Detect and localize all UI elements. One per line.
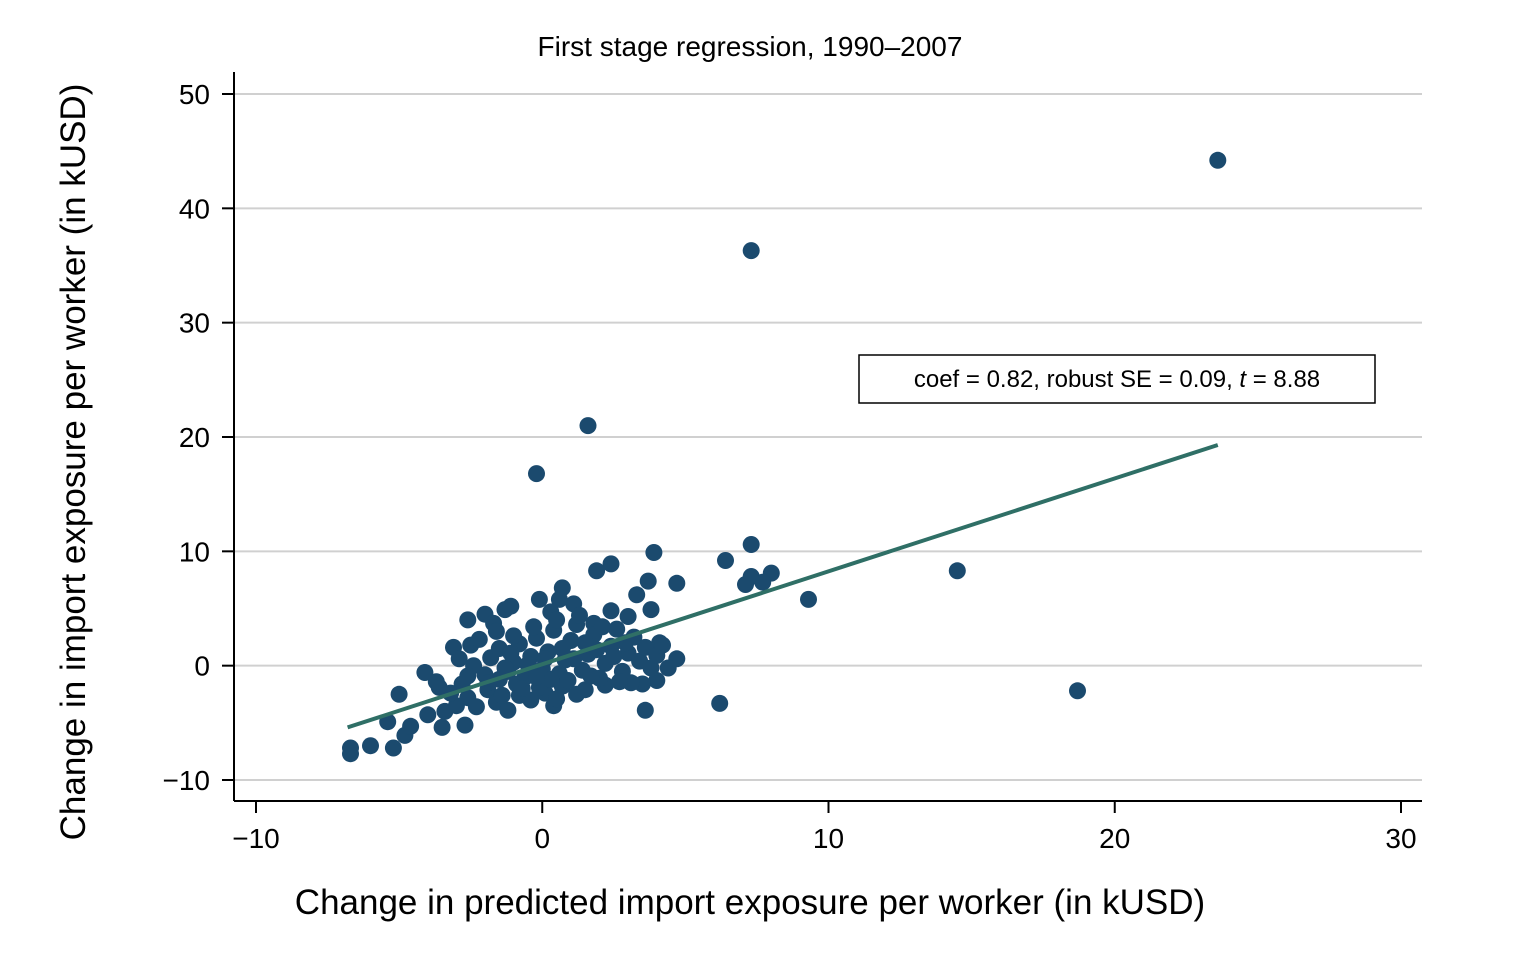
- data-point: [611, 673, 628, 691]
- data-point: [737, 576, 754, 593]
- y-tick-label: −10: [163, 765, 211, 796]
- x-axis-title: Change in predicted import exposure per …: [295, 883, 1205, 922]
- data-point: [505, 627, 523, 645]
- data-point: [582, 667, 600, 685]
- data-point: [513, 680, 531, 697]
- data-point: [416, 664, 434, 681]
- data-point: [605, 648, 623, 665]
- y-tick-label: 20: [179, 422, 210, 453]
- data-point: [668, 574, 686, 592]
- annotation-frame: [858, 354, 1376, 404]
- data-point: [502, 644, 520, 662]
- data-point: [456, 716, 474, 734]
- data-point: [342, 745, 359, 763]
- data-points: [342, 151, 1227, 763]
- data-point: [542, 670, 560, 688]
- data-point: [459, 611, 477, 629]
- fit-line: [346, 443, 1219, 730]
- x-tick-label: −10: [232, 823, 280, 854]
- data-point: [1069, 682, 1086, 700]
- y-tick-label: 40: [179, 193, 210, 224]
- data-point: [602, 602, 620, 620]
- y-tick-label: 50: [179, 79, 210, 110]
- data-point: [402, 717, 420, 735]
- data-point: [502, 597, 520, 615]
- y-tick-label: 10: [179, 536, 210, 567]
- y-tick-label: 30: [179, 308, 210, 339]
- gridlines: [234, 93, 1422, 781]
- data-point: [430, 678, 448, 696]
- data-point: [742, 242, 760, 260]
- data-point: [628, 586, 646, 604]
- data-point: [496, 659, 514, 677]
- data-point: [645, 544, 663, 561]
- data-point: [450, 650, 468, 668]
- data-point: [553, 640, 571, 657]
- x-tick-label: 30: [1385, 823, 1416, 854]
- data-point: [530, 590, 548, 608]
- data-point: [711, 694, 729, 712]
- data-point: [636, 701, 654, 719]
- data-point: [742, 536, 760, 553]
- data-point: [593, 618, 611, 636]
- data-point: [550, 590, 568, 608]
- data-point: [459, 667, 477, 685]
- x-tick-label: 10: [813, 823, 844, 854]
- data-point: [559, 672, 577, 689]
- data-point: [525, 618, 543, 636]
- data-point: [528, 465, 545, 483]
- data-point: [579, 417, 597, 435]
- data-point: [390, 685, 408, 703]
- data-point: [588, 562, 606, 580]
- ticks: −10 0 10 20 30 40 50 −10 0 10 20 30: [163, 79, 1417, 854]
- data-point: [419, 706, 437, 724]
- data-point: [493, 686, 511, 704]
- data-point: [384, 739, 402, 757]
- data-point: [608, 620, 626, 638]
- annotation-text-italic: t: [1239, 366, 1247, 393]
- data-point: [1209, 151, 1227, 169]
- x-tick-label: 0: [534, 823, 550, 854]
- data-point: [467, 698, 485, 716]
- data-point: [948, 562, 966, 580]
- data-point: [528, 668, 545, 686]
- data-point: [642, 601, 660, 619]
- data-point: [571, 606, 588, 624]
- x-tick-label: 20: [1099, 823, 1130, 854]
- data-point: [800, 590, 817, 608]
- data-point: [659, 659, 677, 677]
- y-axis-title: Change in import exposure per worker (in…: [54, 84, 93, 841]
- y-tick-label: 0: [194, 651, 210, 682]
- data-point: [433, 718, 451, 736]
- data-point: [654, 636, 671, 654]
- annotation-text-before: coef = 0.82, robust SE = 0.09,: [914, 366, 1240, 393]
- data-point: [619, 608, 637, 625]
- data-point: [576, 681, 594, 699]
- data-point: [548, 611, 566, 629]
- data-point: [717, 552, 734, 569]
- annotation-box: coef = 0.82, robust SE = 0.09, t = 8.88: [858, 354, 1376, 404]
- chart-title: First stage regression, 1990–2007: [538, 31, 963, 62]
- data-point: [470, 630, 488, 648]
- annotation-text-after: = 8.88: [1246, 366, 1320, 393]
- data-point: [548, 690, 566, 708]
- data-point: [487, 622, 505, 640]
- data-point: [499, 701, 517, 719]
- data-point: [362, 737, 379, 755]
- annotation-text: coef = 0.82, robust SE = 0.09, t = 8.88: [914, 366, 1320, 393]
- data-point: [602, 555, 620, 573]
- data-point: [639, 572, 657, 590]
